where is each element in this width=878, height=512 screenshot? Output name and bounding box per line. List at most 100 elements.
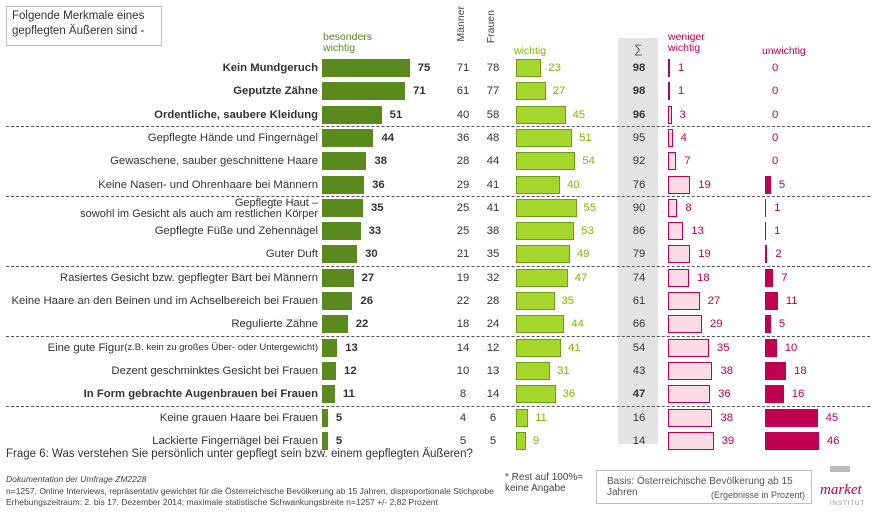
value-sum: 92	[632, 155, 646, 168]
value-sum: 74	[632, 271, 646, 284]
value-unwichtig: 0	[772, 131, 779, 144]
bar-unwichtig	[765, 268, 774, 287]
bar-unwichtig	[765, 338, 777, 357]
value-weniger-wichtig: 38	[720, 364, 734, 377]
chart-row: Regulierte Zähne 22 18 24 44 66 29 5	[0, 312, 878, 336]
row-label: Geputzte Zähne	[233, 85, 318, 98]
row-label: Keine Nasen- und Ohrenhaare bei Männern	[98, 178, 318, 191]
bar-weniger-wichtig	[668, 198, 678, 217]
row-label: Kein Mundgeruch	[222, 62, 318, 74]
bar-weniger-wichtig	[668, 315, 702, 334]
value-wichtig: 45	[572, 108, 586, 121]
row-separator	[6, 125, 870, 127]
value-frauen: 58	[486, 108, 500, 121]
value-maenner: 18	[456, 318, 470, 331]
value-sum: 54	[632, 341, 646, 354]
title-box: Folgende Merkmale eines gepflegten Äußer…	[6, 6, 162, 46]
bar-wichtig	[516, 105, 566, 124]
value-maenner: 25	[456, 225, 470, 238]
row-label-line1: Gepflegte Haut –	[234, 196, 318, 209]
value-unwichtig: 2	[775, 248, 782, 261]
header-sum: ∑	[634, 42, 643, 56]
chart-row: Gepflegte Haut – sowohl im Gesicht als au…	[0, 196, 878, 220]
value-frauen: 5	[489, 434, 497, 447]
footer-sample: n=1257, Online Interviews, repräsentativ…	[6, 486, 494, 496]
chart-row: Guter Duft 30 21 35 49 79 19 2	[0, 242, 878, 266]
value-maenner: 4	[459, 411, 467, 424]
value-frauen: 13	[486, 364, 500, 377]
bar-unwichtig	[765, 175, 771, 194]
value-besonders-wichtig: 26	[360, 295, 373, 307]
value-frauen: 24	[486, 318, 500, 331]
bar-weniger-wichtig	[668, 292, 700, 310]
value-frauen: 44	[486, 155, 500, 168]
value-besonders-wichtig: 27	[361, 271, 375, 284]
value-wichtig: 35	[561, 295, 575, 307]
value-maenner: 5	[459, 434, 467, 447]
bar-unwichtig	[765, 245, 768, 264]
value-maenner: 8	[459, 388, 467, 401]
value-besonders-wichtig: 22	[355, 318, 369, 331]
bar-wichtig	[516, 268, 568, 287]
bar-wichtig	[516, 175, 560, 194]
value-maenner: 19	[456, 271, 470, 284]
value-sum: 61	[632, 295, 646, 307]
value-unwichtig: 45	[825, 411, 839, 424]
row-label: Regulierte Zähne	[231, 318, 318, 331]
bar-besonders-wichtig	[322, 292, 353, 310]
bar-weniger-wichtig	[668, 338, 709, 357]
bar-besonders-wichtig	[322, 385, 335, 404]
footer-rest-note: * Rest auf 100%= keine Angabe	[505, 472, 584, 494]
value-wichtig: 47	[574, 271, 588, 284]
value-sum: 66	[632, 318, 646, 331]
value-wichtig: 49	[576, 248, 590, 261]
bar-wichtig	[516, 198, 577, 217]
header-besonders-wichtig: besonders wichtig	[323, 31, 373, 54]
value-weniger-wichtig: 19	[698, 248, 711, 261]
basis-text: Basis: Österreichische Bevölkerung ab 15…	[607, 476, 793, 498]
bar-unwichtig	[765, 315, 771, 334]
market-logo: market INSTITUT	[820, 466, 864, 507]
value-sum: 16	[632, 411, 646, 424]
value-besonders-wichtig: 13	[345, 341, 358, 354]
value-weniger-wichtig: 36	[718, 388, 731, 401]
row-label: Ordentliche, saubere Kleidung	[154, 108, 318, 121]
value-maenner: 71	[456, 62, 470, 74]
value-sum: 98	[632, 85, 646, 98]
value-maenner: 40	[456, 108, 470, 121]
value-wichtig: 36	[562, 388, 576, 401]
chart-row: Kein Mundgeruch 75 71 78 23 98 1 0	[0, 56, 878, 80]
bar-weniger-wichtig	[668, 82, 670, 101]
bar-unwichtig	[765, 361, 787, 380]
bar-wichtig	[516, 361, 551, 380]
value-sum: 43	[632, 364, 646, 377]
value-maenner: 21	[456, 248, 470, 261]
bar-wichtig	[516, 315, 565, 334]
value-besonders-wichtig: 12	[344, 364, 357, 377]
bar-weniger-wichtig	[668, 175, 691, 194]
bar-besonders-wichtig	[322, 82, 406, 101]
value-besonders-wichtig: 11	[342, 388, 355, 401]
row-label: Dezent geschminktes Gesicht bei Frauen	[111, 364, 318, 377]
row-label: Lackierte Fingernägel bei Frauen	[152, 434, 318, 447]
value-besonders-wichtig: 44	[381, 131, 395, 144]
value-weniger-wichtig: 1	[678, 62, 685, 74]
value-wichtig: 54	[582, 155, 595, 168]
question-text: Frage 6: Was verstehen Sie persönlich un…	[6, 448, 473, 460]
value-besonders-wichtig: 51	[389, 108, 403, 121]
value-weniger-wichtig: 29	[709, 318, 723, 331]
value-wichtig: 53	[581, 225, 594, 238]
bar-wichtig	[516, 408, 529, 427]
value-frauen: 35	[486, 248, 500, 261]
value-maenner: 28	[456, 155, 470, 168]
bar-wichtig	[516, 338, 562, 357]
value-wichtig: 51	[579, 131, 592, 144]
row-separator	[6, 405, 870, 407]
chart-row: Eine gute Figur (z.B. kein zu großes Übe…	[0, 336, 878, 360]
bar-besonders-wichtig	[322, 198, 363, 217]
bar-wichtig	[516, 385, 556, 404]
value-maenner: 29	[456, 178, 470, 191]
header-frauen: Frauen	[485, 10, 497, 44]
row-label: Rasiertes Gesicht bzw. gepflegter Bart b…	[59, 271, 318, 284]
basis-box: Basis: Österreichische Bevölkerung ab 15…	[596, 470, 812, 504]
